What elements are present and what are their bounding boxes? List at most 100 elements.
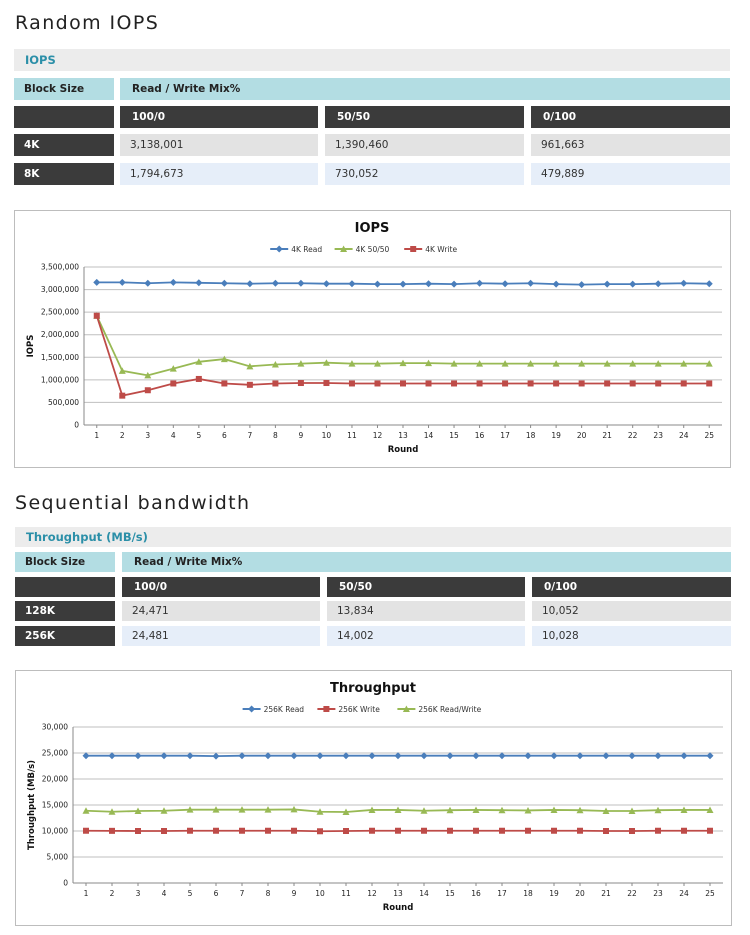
row-label: 128K [15, 601, 115, 621]
row-label: 4K [14, 134, 114, 156]
data-point-256k-read [368, 752, 376, 760]
data-point-4k-read [195, 279, 203, 287]
data-point-4k-write [425, 380, 432, 387]
x-tick-label: 17 [497, 889, 507, 898]
column-header: 50/50 [325, 106, 524, 128]
x-tick-label: 2 [120, 431, 125, 440]
data-point-4k-read [450, 280, 458, 288]
table-cell: 10,052 [532, 601, 731, 621]
y-tick-label: 25,000 [42, 749, 68, 758]
table-corner-cell [14, 106, 114, 128]
data-point-256k-write [369, 827, 375, 834]
data-point-256k-write [577, 827, 583, 834]
y-tick-label: 2,500,000 [41, 308, 79, 317]
x-tick-label: 15 [445, 889, 455, 898]
y-tick-label: 15,000 [42, 801, 68, 810]
throughput-chart: Throughput 256K Read 256K Write 256K Read/W… [27, 681, 723, 913]
x-tick-label: 23 [653, 431, 663, 440]
x-tick-label: 11 [341, 889, 351, 898]
block-size-header: Block Size [15, 552, 115, 572]
data-point-4k-50-50 [118, 367, 126, 374]
data-point-256k-read-write [654, 806, 662, 814]
data-point-256k-read-write [368, 806, 376, 813]
table-cell: 961,663 [531, 134, 730, 156]
table-cell: 14,002 [327, 626, 525, 646]
throughput-band-label: Throughput (MB/s) [26, 530, 148, 544]
x-tick-label: 24 [679, 431, 689, 440]
data-point-256k-read [602, 752, 610, 760]
data-point-256k-read-write [394, 806, 402, 813]
legend-marker [248, 705, 256, 713]
x-tick-label: 7 [240, 889, 245, 898]
column-header: 0/100 [532, 577, 731, 597]
y-tick-label: 2,000,000 [41, 330, 79, 339]
x-tick-label: 1 [94, 431, 99, 440]
row-label: 256K [15, 626, 115, 646]
data-point-256k-read-write [264, 806, 272, 813]
table-corner-cell [15, 577, 115, 597]
block-size-header: Block Size [14, 78, 114, 100]
data-point-256k-read-write [342, 808, 350, 816]
data-point-4k-read [629, 280, 637, 288]
data-point-4k-write [119, 392, 126, 399]
x-tick-label: 22 [627, 889, 637, 898]
data-point-256k-read [498, 752, 506, 760]
data-point-4k-read [399, 280, 407, 288]
data-point-256k-write [395, 827, 401, 834]
legend-item-256k-read-write: 256K Read/Write [397, 705, 482, 714]
data-point-4k-50-50 [246, 362, 254, 370]
row-label: 8K [14, 163, 114, 185]
y-tick-label: 0 [63, 879, 68, 888]
legend-item-256k-read: 256K Read [242, 705, 304, 714]
x-tick-label: 6 [222, 431, 227, 440]
table-cell: 24,471 [122, 601, 320, 621]
data-point-4k-50-50 [629, 360, 637, 367]
data-point-256k-read [160, 752, 168, 760]
data-point-256k-read-write [602, 807, 610, 814]
x-tick-label: 17 [500, 431, 510, 440]
data-point-4k-write [553, 380, 560, 387]
data-point-256k-read-write [524, 806, 532, 814]
data-point-4k-50-50 [322, 359, 330, 366]
iops-band-label: IOPS [25, 53, 56, 67]
data-point-4k-read [118, 278, 126, 286]
data-point-256k-write [343, 828, 349, 834]
x-tick-label: 13 [393, 889, 403, 898]
data-point-256k-read-write [160, 807, 168, 814]
data-point-256k-read [186, 752, 194, 760]
data-point-4k-read [322, 280, 330, 288]
iops-band: IOPS [14, 49, 730, 71]
data-point-4k-50-50 [399, 359, 407, 367]
chart-title: Throughput [330, 681, 416, 696]
data-point-4k-read [144, 279, 152, 287]
data-point-4k-50-50 [297, 360, 305, 367]
legend-item-4k-write: 4K Write [404, 245, 457, 254]
data-point-4k-write [680, 380, 687, 387]
data-point-256k-read-write [706, 806, 714, 813]
data-point-256k-read [550, 752, 558, 760]
data-point-4k-read [93, 278, 101, 286]
data-point-4k-write [502, 380, 509, 387]
data-point-256k-read [446, 752, 454, 760]
section-title-random-iops: Random IOPS [15, 12, 160, 34]
legend-marker [402, 705, 410, 712]
iops-chart-frame: IOPS 4K Read 4K 50/50 4K Write 0 500,000 1,000… [14, 210, 731, 468]
x-tick-label: 13 [398, 431, 408, 440]
x-tick-label: 3 [136, 889, 141, 898]
data-point-256k-write [109, 827, 115, 834]
data-point-4k-read [654, 280, 662, 288]
data-point-256k-read [706, 752, 714, 760]
data-point-256k-read-write [238, 806, 246, 813]
legend-item-256k-write: 256K Write [317, 705, 380, 714]
data-point-4k-read [603, 280, 611, 288]
data-point-4k-write [451, 380, 458, 387]
data-point-256k-read-write [316, 808, 324, 815]
data-point-4k-write [527, 380, 534, 387]
data-point-256k-write [681, 827, 687, 834]
data-point-4k-read [348, 280, 356, 288]
y-tick-label: 1,500,000 [41, 353, 79, 362]
data-point-256k-read-write [472, 806, 480, 813]
data-point-256k-write [447, 827, 453, 834]
x-tick-label: 4 [162, 889, 167, 898]
data-point-4k-50-50 [195, 358, 203, 365]
